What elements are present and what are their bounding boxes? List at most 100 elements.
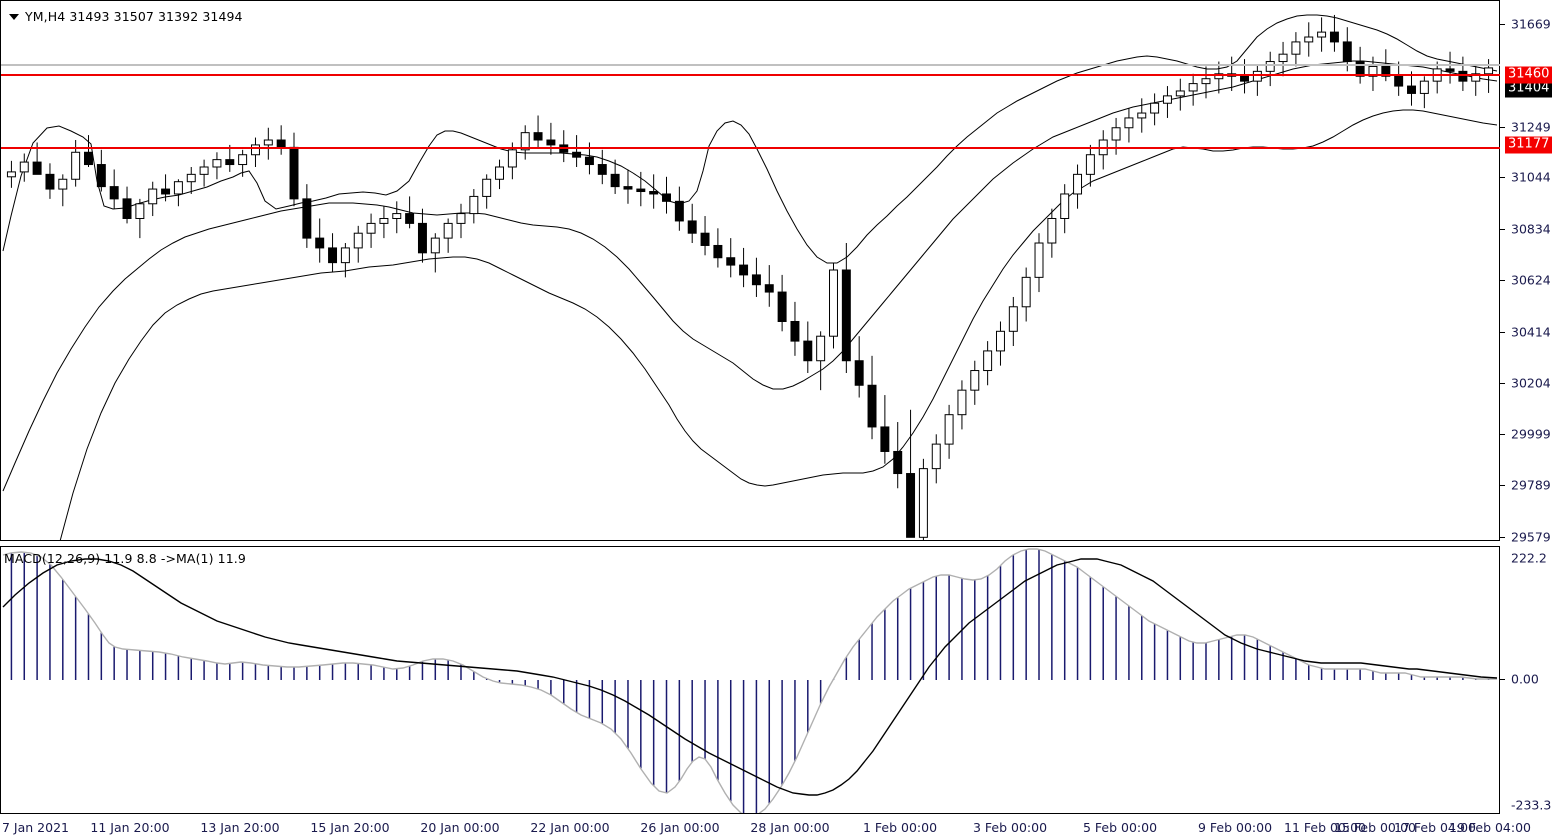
time-axis-label: 7 Jan 2021 <box>2 820 69 835</box>
candle-body-bearish <box>764 284 774 293</box>
candle-body-bullish <box>944 414 954 445</box>
candle-body-bullish <box>186 173 196 183</box>
candle-body-bullish <box>1471 73 1481 82</box>
candle-body-bearish <box>803 340 813 362</box>
macd-signal-line <box>2 558 1498 796</box>
candle-body-bullish <box>199 166 209 175</box>
candle-body-bullish <box>1304 36 1314 43</box>
candle-body-bullish <box>250 144 260 156</box>
candle-body-bearish <box>546 139 556 146</box>
price-axis-tick <box>1500 331 1505 333</box>
time-axis-label: 1 Feb 00:00 <box>862 820 938 835</box>
price-level-line-31177[interactable] <box>1 147 1500 149</box>
time-axis-label: 22 Jan 00:00 <box>530 820 610 835</box>
candle-body-bullish <box>1317 31 1327 38</box>
candle-body-bullish <box>482 178 492 197</box>
candle-body-bearish <box>674 200 684 222</box>
price-axis-tick <box>1500 536 1505 538</box>
price-axis-label: 30624 <box>1511 272 1551 288</box>
candle-body-bullish <box>1175 90 1185 97</box>
candle-body-bullish <box>957 389 967 416</box>
candle-body-bullish <box>19 161 29 173</box>
candle-body-bearish <box>623 186 633 190</box>
candle-body-bearish <box>225 159 235 166</box>
time-axis-label: 13 Jan 20:00 <box>200 820 280 835</box>
candle-body-bearish <box>880 426 890 452</box>
candle-body-bearish <box>700 232 710 246</box>
candle-body-bearish <box>687 220 697 234</box>
candle-body-bearish <box>1407 85 1416 94</box>
macd-axis-tick <box>1500 679 1505 680</box>
candle-body-bullish <box>995 330 1005 352</box>
candlestick-series <box>6 14 1494 540</box>
macd-chart-svg <box>2 548 1498 813</box>
time-axis-label: 17 Feb 04:00 <box>1393 820 1477 835</box>
candle-body-bullish <box>983 350 993 372</box>
bollinger-lower-band <box>59 109 1498 540</box>
price-axis[interactable]: 31669 31249 31044 30834 30624 30414 30204 29999… <box>1500 0 1560 544</box>
macd-header-text: MACD(12,26,9) 11.9 8.8 ->MA(1) 11.9 <box>4 551 246 566</box>
candle-body-bearish <box>32 161 42 175</box>
candle-body-bullish <box>1419 80 1429 94</box>
candle-body-bearish <box>906 473 916 538</box>
time-axis-label: 5 Feb 00:00 <box>1082 820 1158 835</box>
candle-body-bullish <box>829 269 838 337</box>
macd-indicator-panel[interactable] <box>0 546 1500 814</box>
price-axis-tick <box>1500 433 1505 435</box>
candle-body-bearish <box>726 257 736 266</box>
candle-body-bullish <box>6 171 16 178</box>
price-axis-tick <box>1500 177 1505 179</box>
candle-body-bearish <box>662 193 671 202</box>
macd-plot-area[interactable] <box>1 547 1499 813</box>
candle-body-bearish <box>597 164 607 175</box>
candle-body-bearish <box>96 164 106 188</box>
macd-axis-label: -233.3 <box>1511 797 1552 813</box>
current-price-tag[interactable]: 31404 <box>1505 80 1553 98</box>
price-chart-header[interactable]: YM,H4 31493 31507 31392 31494 <box>9 9 243 24</box>
candle-body-bullish <box>520 132 530 151</box>
price-axis-label: 29789 <box>1511 477 1551 493</box>
candle-body-bullish <box>1484 67 1494 75</box>
candle-body-bearish <box>1458 70 1468 82</box>
candle-body-bearish <box>854 360 864 386</box>
candle-body-bearish <box>1445 68 1455 72</box>
caret-down-icon[interactable] <box>9 13 19 20</box>
time-axis[interactable]: 7 Jan 2021 11 Jan 20:00 13 Jan 20:00 15 Jan… <box>0 814 1531 840</box>
time-axis-label: 11 Jan 20:00 <box>90 820 170 835</box>
price-chart-panel[interactable]: YM,H4 31493 31507 31392 31494 <box>0 0 1500 541</box>
time-axis-label: 26 Jan 00:00 <box>640 820 720 835</box>
candle-body-bearish <box>1381 65 1391 77</box>
level-tag-31460[interactable]: 31460 <box>1505 66 1553 84</box>
price-plot-area[interactable] <box>1 1 1499 540</box>
price-axis-label: 31249 <box>1511 119 1551 135</box>
candle-body-bearish <box>649 191 659 195</box>
price-chart-svg <box>2 14 1498 540</box>
candle-body-bearish <box>45 173 55 190</box>
bollinger-middle-band <box>2 60 1498 492</box>
price-axis-tick <box>1500 280 1505 282</box>
level-tag-31177[interactable]: 31177 <box>1505 136 1553 154</box>
price-axis-label: 30414 <box>1511 324 1551 340</box>
bollinger-upper-band <box>2 14 1498 264</box>
candle-body-bullish <box>71 151 81 180</box>
candle-body-bullish <box>1278 53 1288 63</box>
candle-body-bullish <box>1201 78 1211 85</box>
macd-chart-header[interactable]: MACD(12,26,9) 11.9 8.8 ->MA(1) 11.9 <box>4 551 246 566</box>
current-price-line <box>1 64 1500 66</box>
candle-body-bearish <box>584 156 594 166</box>
macd-line <box>2 548 1497 813</box>
candle-body-bullish <box>970 370 980 391</box>
candle-body-bearish <box>841 269 851 362</box>
candle-body-bearish <box>122 198 132 219</box>
price-level-line-31460[interactable] <box>1 74 1500 76</box>
price-axis-label: 30834 <box>1511 221 1551 237</box>
candle-body-bearish <box>315 237 325 249</box>
candle-body-bullish <box>1150 102 1160 114</box>
macd-axis-label: 222.2 <box>1511 550 1547 566</box>
macd-axis-label: 0.00 <box>1511 671 1539 687</box>
candle-body-bullish <box>430 237 440 254</box>
macd-axis[interactable]: 222.2 0.00 -233.3 <box>1500 546 1560 814</box>
candle-body-bearish <box>328 247 338 264</box>
candle-body-bullish <box>1085 154 1095 175</box>
candle-body-bearish <box>713 244 723 259</box>
